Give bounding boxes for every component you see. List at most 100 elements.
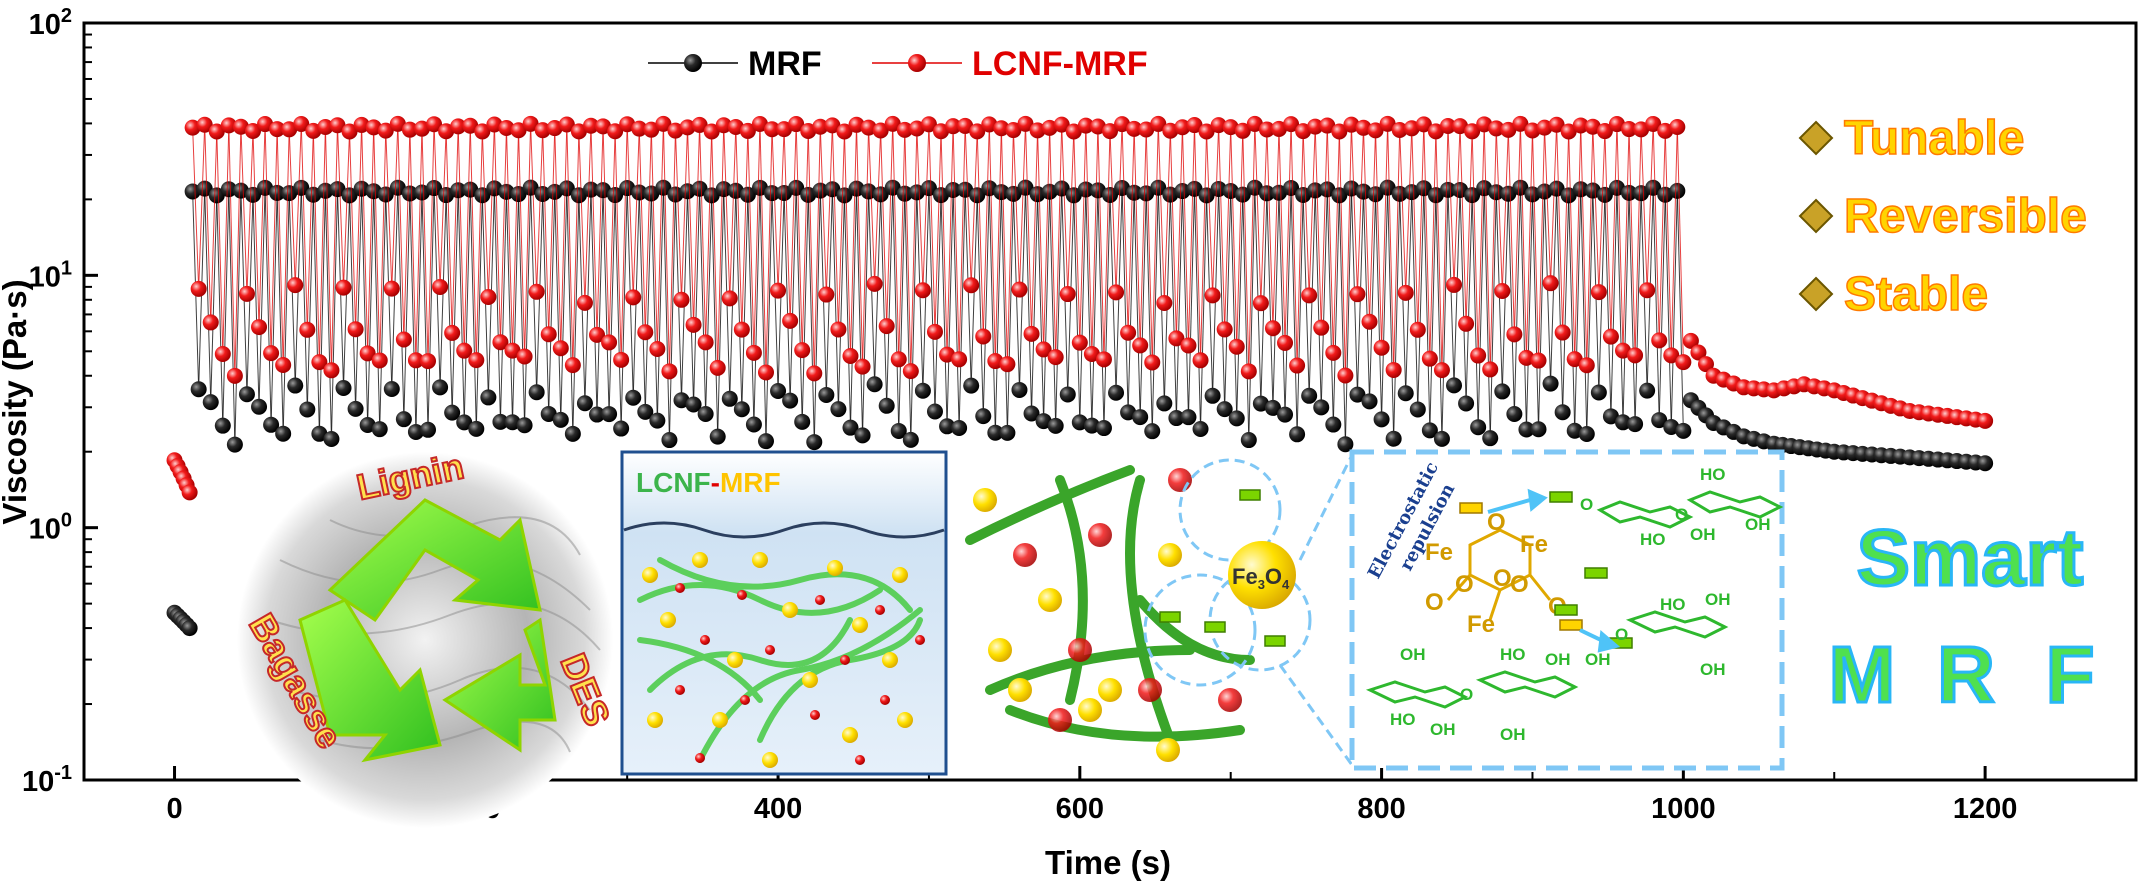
diamond-icon	[1798, 120, 1834, 156]
series-connector	[324, 126, 332, 371]
fe-label-2: Fe	[1520, 531, 1548, 558]
data-point	[770, 383, 787, 400]
series-connector	[566, 188, 574, 434]
data-point	[1228, 410, 1245, 427]
series-connector	[1163, 130, 1171, 304]
data-point	[926, 323, 943, 340]
data-point	[251, 319, 268, 336]
data-point	[1536, 119, 1553, 136]
series-connector	[1616, 124, 1624, 351]
data-point	[824, 117, 841, 134]
data-point	[335, 379, 352, 396]
series-connector	[783, 192, 791, 401]
series-connector	[1248, 123, 1256, 372]
series-connector	[427, 188, 435, 430]
feature-stable: Stable	[1798, 267, 1989, 322]
series-connector	[1471, 131, 1479, 356]
data-point	[299, 401, 316, 418]
data-point	[341, 123, 358, 140]
data-point	[1633, 185, 1650, 202]
series-connector	[1248, 187, 1256, 441]
series-connector	[1091, 190, 1099, 426]
feature-labels: Tunable Reversible Stable	[1798, 111, 2088, 322]
data-point	[474, 123, 491, 140]
data-point	[1319, 117, 1336, 134]
series-connector	[463, 189, 471, 423]
series-connector	[554, 128, 562, 349]
data-point	[1373, 339, 1390, 356]
series-connector	[1266, 193, 1274, 408]
data-point	[1657, 186, 1674, 203]
series-connector	[1556, 188, 1564, 413]
data-point	[1566, 351, 1583, 368]
data-point	[1596, 186, 1613, 203]
dashed-circle-1	[1178, 458, 1282, 562]
x-tick-label: 1000	[1651, 793, 1716, 825]
series-connector	[228, 125, 236, 376]
data-point	[450, 182, 467, 199]
series-connector	[306, 130, 314, 330]
data-point	[679, 119, 696, 136]
series-connector	[862, 191, 870, 436]
data-point	[1138, 121, 1155, 138]
series-connector	[1387, 187, 1395, 439]
series-connector	[976, 131, 984, 337]
series-connector	[668, 130, 676, 372]
data-point	[613, 420, 630, 437]
series-connector	[843, 195, 851, 428]
data-point	[1542, 275, 1559, 292]
data-point	[902, 431, 919, 448]
series-connector	[1369, 194, 1377, 402]
data-point	[564, 357, 581, 374]
series-connector	[1049, 191, 1057, 426]
series-connector	[1043, 191, 1051, 422]
data-point	[939, 418, 956, 435]
series-connector	[831, 189, 839, 410]
series-connector	[862, 127, 870, 367]
chem-label-2: HO	[1640, 530, 1666, 549]
data-point	[1180, 409, 1197, 426]
data-point	[1095, 351, 1112, 368]
data-point	[456, 414, 473, 431]
feature-label: Stable	[1844, 268, 1988, 321]
series-connector	[1538, 191, 1546, 430]
series-connector	[687, 127, 695, 325]
series-connector	[1187, 125, 1195, 346]
series-connector	[391, 123, 399, 289]
data-point	[1500, 121, 1517, 138]
series-connector	[1634, 129, 1642, 356]
series-connector	[1538, 127, 1546, 361]
data-point	[1669, 119, 1686, 136]
lignin-particle	[1138, 678, 1162, 702]
data-point	[275, 356, 292, 373]
series-connector	[964, 125, 972, 286]
data-point	[1578, 426, 1595, 443]
series-connector	[735, 126, 743, 330]
data-point	[432, 278, 449, 295]
data-point	[552, 340, 569, 357]
data-point	[945, 118, 962, 135]
series-connector	[1429, 131, 1437, 359]
data-point	[788, 179, 805, 196]
data-point	[190, 280, 207, 297]
inset-particles	[642, 552, 925, 768]
series-connector	[572, 131, 580, 366]
series-connector	[837, 195, 845, 410]
series-connector	[1634, 193, 1642, 425]
data-point	[329, 117, 346, 134]
series-connector	[626, 124, 634, 298]
data-point	[486, 116, 503, 133]
series-connector	[856, 188, 864, 436]
series-connector	[849, 188, 858, 428]
data-point	[1065, 187, 1082, 204]
series-connector	[1181, 127, 1189, 346]
data-point	[1252, 295, 1269, 312]
data-point	[438, 187, 455, 204]
series-connector	[1181, 191, 1189, 418]
series-connector	[560, 124, 568, 349]
series-connector	[415, 128, 423, 361]
data-point	[1270, 120, 1287, 137]
series-connector	[1049, 127, 1057, 358]
data-point	[1120, 324, 1137, 341]
series-connector	[475, 195, 483, 429]
